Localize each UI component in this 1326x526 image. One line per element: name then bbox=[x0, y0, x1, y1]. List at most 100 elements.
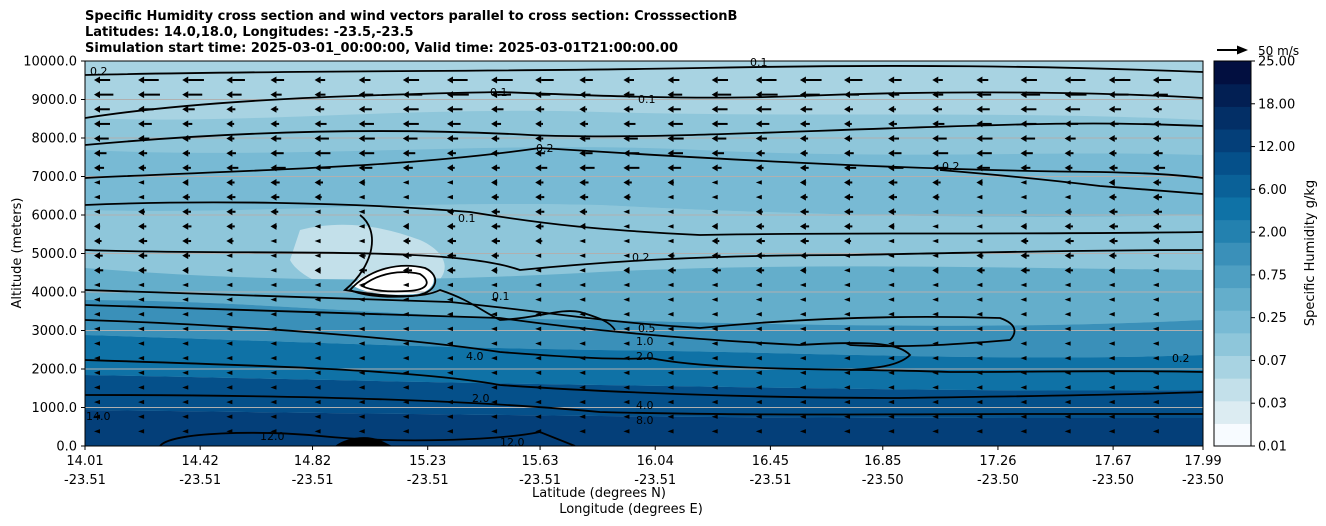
wind-vector-head bbox=[358, 355, 365, 361]
x-tick-label-lon: -23.51 bbox=[292, 473, 334, 488]
wind-vector-head bbox=[1020, 222, 1027, 230]
wind-vector-head bbox=[138, 429, 145, 434]
wind-vector-head bbox=[932, 149, 939, 157]
wind-vector-head bbox=[182, 237, 189, 245]
wind-vector-head bbox=[623, 253, 630, 258]
wind-vector-head bbox=[358, 135, 365, 143]
colorbar-swatch bbox=[1214, 106, 1251, 130]
wind-vector-head bbox=[976, 120, 983, 128]
wind-vector-head bbox=[976, 76, 983, 84]
x-tick-label-lon: -23.51 bbox=[634, 473, 676, 488]
wind-vector-head bbox=[94, 385, 100, 390]
wind-vector-head bbox=[446, 208, 453, 216]
wind-vector-head bbox=[1064, 135, 1071, 143]
contour-line-0-1-upper bbox=[85, 91, 1203, 119]
wind-vector-head bbox=[711, 266, 718, 274]
wind-vector-head bbox=[446, 222, 453, 230]
wind-vector-head bbox=[270, 297, 277, 302]
wind-vector-head bbox=[932, 193, 939, 201]
wind-vector-head bbox=[932, 429, 939, 434]
colorbar-swatch bbox=[1214, 287, 1251, 311]
wind-vector-head bbox=[1020, 91, 1027, 99]
wind-vector-head bbox=[1020, 282, 1027, 288]
wind-vector-head bbox=[535, 268, 542, 273]
wind-vector-head bbox=[1108, 341, 1115, 346]
wind-vector-head bbox=[1020, 355, 1027, 361]
wind-vector-head bbox=[888, 120, 895, 128]
wind-vector-head bbox=[1108, 297, 1115, 302]
wind-vector-head bbox=[932, 282, 939, 288]
wind-vector-head bbox=[94, 209, 100, 214]
wind-vector-head bbox=[535, 193, 542, 201]
wind-vector-head bbox=[755, 312, 762, 317]
wind-vector-head bbox=[182, 355, 189, 361]
wind-vector-head bbox=[446, 105, 453, 113]
wind-vector-head bbox=[799, 178, 806, 186]
wind-vector-head bbox=[182, 120, 189, 128]
wind-vector-head bbox=[138, 414, 145, 419]
wind-vector-head bbox=[888, 341, 895, 346]
wind-vector-head bbox=[755, 326, 762, 332]
wind-vector-head bbox=[270, 282, 277, 288]
wind-vector-head bbox=[358, 399, 365, 405]
wind-vector-head bbox=[888, 164, 895, 172]
wind-vector-head bbox=[1064, 326, 1071, 332]
wind-vector-head bbox=[799, 341, 806, 346]
wind-vector-head bbox=[535, 297, 542, 302]
wind-vector-head bbox=[535, 222, 542, 230]
wind-vector-head bbox=[138, 194, 145, 200]
wind-vector-head bbox=[182, 105, 189, 113]
wind-vector-head bbox=[623, 238, 630, 244]
wind-vector-head bbox=[711, 194, 718, 200]
wind-vector-head bbox=[226, 268, 233, 273]
wind-vector-head bbox=[888, 149, 895, 157]
wind-vector-head bbox=[711, 312, 718, 317]
wind-vector-head bbox=[711, 326, 718, 332]
wind-vector-head bbox=[94, 370, 100, 375]
wind-vector-head bbox=[226, 105, 233, 113]
wind-vector-head bbox=[799, 252, 806, 260]
wind-vector-head bbox=[799, 164, 806, 172]
wind-vector-head bbox=[799, 370, 806, 375]
wind-vector-head bbox=[1108, 178, 1115, 186]
wind-vector-head bbox=[446, 355, 453, 361]
wind-vector-head bbox=[1064, 180, 1071, 185]
wind-vector-head bbox=[446, 297, 453, 302]
wind-vector-head bbox=[1020, 385, 1027, 390]
wind-vector-head bbox=[755, 429, 762, 434]
wind-vector-head bbox=[314, 135, 321, 143]
contour-label-4-0-b: 4.0 bbox=[466, 350, 484, 363]
wind-vector-head bbox=[711, 91, 718, 99]
wind-vector-head bbox=[358, 91, 365, 99]
wind-vector-head bbox=[667, 312, 674, 317]
wind-vector-head bbox=[402, 222, 409, 230]
wind-vector-head bbox=[799, 326, 806, 332]
wind-vector-head bbox=[623, 76, 630, 84]
wind-vector-head bbox=[138, 355, 145, 361]
colorbar-swatch bbox=[1214, 400, 1251, 424]
wind-vector-head bbox=[94, 135, 100, 143]
wind-vector-head bbox=[711, 135, 718, 143]
wind-vector-head bbox=[976, 370, 983, 375]
wind-key: 50 m/s bbox=[1217, 44, 1299, 58]
colorbar-swatch bbox=[1214, 151, 1251, 175]
wind-vector-head bbox=[94, 164, 100, 172]
wind-vector-head bbox=[667, 399, 674, 405]
x-tick-label-lat: 15.23 bbox=[409, 454, 446, 469]
wind-vector-head bbox=[932, 399, 939, 405]
wind-vector-head bbox=[270, 238, 277, 244]
wind-vector-head bbox=[358, 194, 365, 200]
wind-vector-head bbox=[976, 164, 983, 172]
wind-vector-head bbox=[446, 266, 453, 274]
wind-vector-head bbox=[1108, 355, 1115, 361]
wind-vector-head bbox=[1020, 237, 1027, 245]
contour-label-0-2-d: 0.2 bbox=[632, 251, 650, 264]
wind-vector-head bbox=[932, 91, 939, 99]
wind-vector-head bbox=[1020, 209, 1027, 214]
colorbar-tick-label: 0.07 bbox=[1258, 354, 1287, 369]
field-band-upper-light bbox=[85, 61, 1203, 120]
wind-vector-head bbox=[1064, 282, 1071, 288]
wind-vector-head bbox=[932, 370, 939, 375]
wind-key-arrowhead bbox=[1237, 45, 1248, 55]
wind-vector-head bbox=[182, 135, 189, 143]
